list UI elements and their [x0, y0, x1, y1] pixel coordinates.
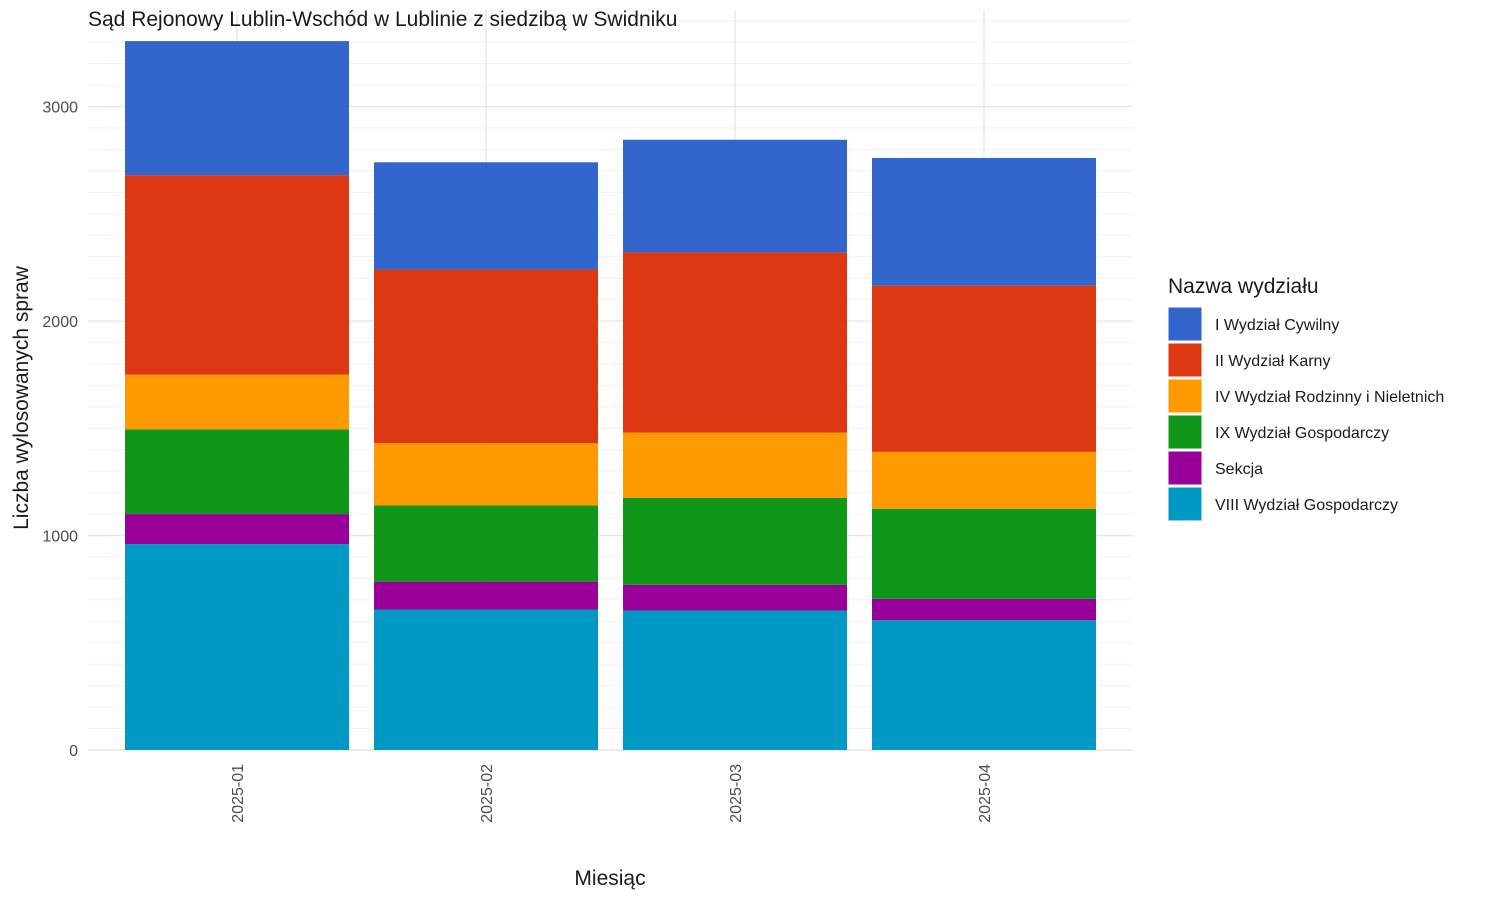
legend-label: Sekcja [1215, 461, 1263, 478]
legend-swatch [1167, 342, 1203, 378]
x-tick-label: 2025-02 [479, 764, 496, 823]
legend-label: VIII Wydział Gospodarczy [1215, 497, 1398, 514]
legend-title: Nazwa wydziału [1168, 275, 1319, 298]
axis-layer: 0 1000 2000 3000 2025-01 2025-02 2025-03 2025-0… [42, 100, 994, 823]
bar-segment: IX Wydział Gospodarczy 2025-02: 355 [374, 505, 598, 582]
bar-segment: Sekcja 2025-02: 130 [374, 581, 598, 610]
bar-segment: IX Wydział Gospodarczy 2025-01: 395 [125, 429, 349, 515]
bar-layer: VIII Wydział Gospodarczy 2025-01: 960Sek… [125, 41, 1096, 750]
bar-segment: VIII Wydział Gospodarczy 2025-03: 650 [623, 610, 847, 750]
bar-segment: I Wydział Cywilny 2025-02: 500 [374, 162, 598, 270]
legend-label: I Wydział Cywilny [1215, 317, 1339, 334]
x-axis-title: Miesiąc [574, 867, 645, 890]
x-tick-label: 2025-03 [728, 764, 745, 823]
bar-segment: VIII Wydział Gospodarczy 2025-04: 605 [872, 620, 1096, 750]
bar-segment: IV Wydział Rodzinny i Nieletnich 2025-04… [872, 451, 1096, 509]
bar-segment: IX Wydział Gospodarczy 2025-03: 405 [623, 497, 847, 585]
bar-segment: II Wydział Karny 2025-02: 810 [374, 269, 598, 444]
x-tick-label: 2025-01 [230, 764, 247, 823]
bar-segment: VIII Wydział Gospodarczy 2025-02: 655 [374, 609, 598, 750]
legend-swatch [1167, 414, 1203, 450]
bar-segment: I Wydział Cywilny 2025-01: 625 [125, 41, 349, 176]
legend-label: II Wydział Karny [1215, 353, 1330, 370]
y-tick-label: 2000 [42, 314, 78, 331]
y-tick-label: 1000 [42, 529, 78, 546]
chart-title: Sąd Rejonowy Lublin-Wschód w Lublinie z … [88, 8, 677, 31]
bar-segment: I Wydział Cywilny 2025-03: 525 [623, 139, 847, 253]
y-axis-title: Liczba wylosowanych spraw [10, 265, 33, 530]
bar-segment: IX Wydział Gospodarczy 2025-04: 420 [872, 508, 1096, 599]
legend-swatch [1167, 306, 1203, 342]
bar-segment: I Wydział Cywilny 2025-04: 595 [872, 158, 1096, 286]
y-tick-label: 3000 [42, 100, 78, 117]
bar-segment: Sekcja 2025-03: 120 [623, 584, 847, 611]
legend: Nazwa wydziału I Wydział Cywilny II Wydzi… [1167, 275, 1444, 522]
bar-segment: II Wydział Karny 2025-04: 775 [872, 285, 1096, 452]
bar-segment: IV Wydział Rodzinny i Nieletnich 2025-03… [623, 432, 847, 498]
legend-swatch [1167, 450, 1203, 486]
x-tick-label: 2025-04 [977, 764, 994, 823]
legend-swatch [1167, 378, 1203, 414]
legend-label: IV Wydział Rodzinny i Nieletnich [1215, 389, 1444, 406]
bar-segment: II Wydział Karny 2025-03: 840 [623, 252, 847, 433]
bar-segment: Sekcja 2025-04: 100 [872, 598, 1096, 621]
bar-segment: IV Wydział Rodzinny i Nieletnich 2025-01… [125, 374, 349, 430]
legend-label: IX Wydział Gospodarczy [1215, 425, 1389, 442]
bar-segment: Sekcja 2025-01: 140 [125, 514, 349, 545]
bar-segment: VIII Wydział Gospodarczy 2025-01: 960 [125, 544, 349, 750]
legend-swatch [1167, 486, 1203, 522]
bar-segment: IV Wydział Rodzinny i Nieletnich 2025-02… [374, 443, 598, 506]
bar-segment: II Wydział Karny 2025-01: 930 [125, 175, 349, 375]
y-tick-label: 0 [69, 743, 78, 760]
